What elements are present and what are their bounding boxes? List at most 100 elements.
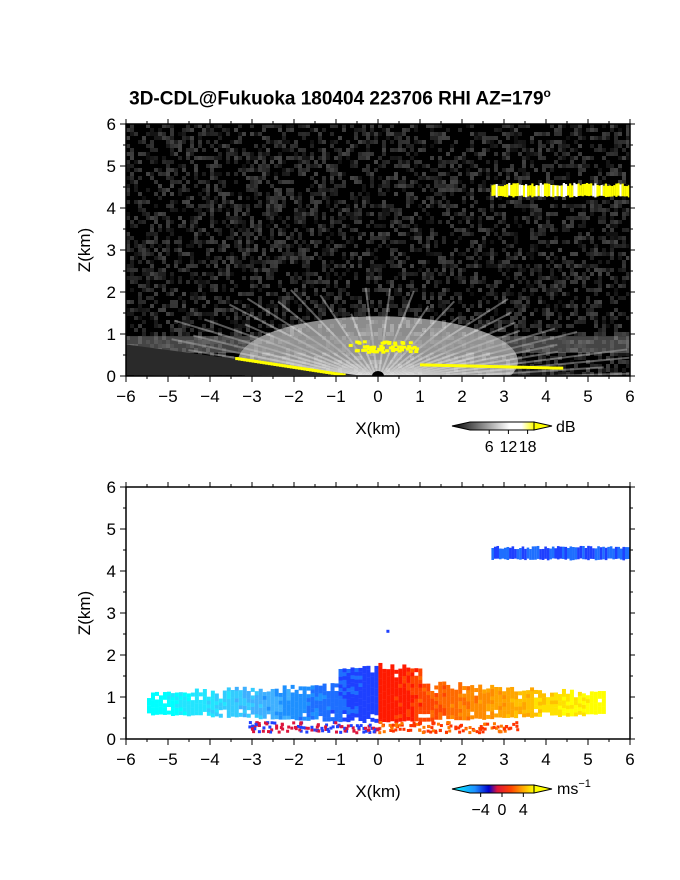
echo-streak <box>389 329 521 376</box>
noise-pixel <box>590 272 594 276</box>
echo-streak <box>384 298 509 376</box>
velocity-pixel <box>378 666 383 671</box>
velocity-pixel <box>442 700 447 705</box>
velocity-pixel <box>194 707 199 712</box>
velocity-pixel <box>386 718 391 723</box>
noise-pixel <box>298 212 302 216</box>
noise-pixel <box>538 240 542 244</box>
cloud-layer-pixel <box>594 183 597 198</box>
noise-pixel <box>238 220 242 224</box>
ground-echo-pixel <box>527 365 532 369</box>
noise-pixel <box>322 156 326 160</box>
noise-pixel <box>382 208 386 212</box>
noise-pixel <box>146 252 150 256</box>
noise-pixel <box>178 268 182 272</box>
noise-pixel <box>354 244 358 248</box>
velocity-pixel <box>194 696 199 701</box>
velocity-pixel <box>310 700 315 705</box>
noise-pixel <box>530 232 534 236</box>
velocity-pixel <box>358 713 363 718</box>
velocity-pixel <box>538 709 543 714</box>
velocity-pixel <box>522 705 527 710</box>
velocity-pixel <box>474 703 479 708</box>
noise-pixel <box>190 272 194 276</box>
noise-pixel <box>514 148 518 152</box>
noise-pixel <box>154 292 158 296</box>
noise-pixel <box>186 172 190 176</box>
noise-pixel <box>594 300 598 304</box>
noise-pixel <box>246 252 250 256</box>
velocity-pixel-lowlevel <box>503 729 507 733</box>
velocity-pixel <box>378 670 383 675</box>
noise-pixel <box>298 236 302 240</box>
noise-pixel <box>314 240 318 244</box>
velocity-pixel <box>438 685 443 690</box>
noise-pixel <box>458 188 462 192</box>
noise-pixel <box>426 204 430 208</box>
velocity-pixel <box>330 702 335 707</box>
noise-pixel <box>586 252 590 256</box>
velocity-pixel <box>542 693 547 698</box>
velocity-pixel <box>470 707 475 712</box>
noise-pixel <box>598 272 602 276</box>
noise-pixel <box>218 136 222 140</box>
velocity-pixel <box>398 676 403 681</box>
velocity-pixel <box>414 698 419 703</box>
noise-pixel <box>406 196 410 200</box>
noise-pixel <box>126 308 130 312</box>
noise-pixel <box>458 156 462 160</box>
noise-pixel <box>558 264 562 268</box>
noise-pixel <box>270 160 274 164</box>
noise-pixel <box>274 196 278 200</box>
noise-pixel <box>134 184 138 188</box>
velocity-pixel <box>390 709 395 714</box>
strong-echo-pixel <box>384 349 389 353</box>
velocity-pixel <box>222 701 227 706</box>
noise-pixel <box>266 256 270 260</box>
velocity-pixel <box>510 709 515 714</box>
noise-pixel <box>138 204 142 208</box>
velocity-pixel <box>374 673 379 678</box>
noise-pixel <box>582 136 586 140</box>
noise-pixel <box>350 148 354 152</box>
velocity-pixel <box>569 704 574 709</box>
noise-pixel <box>270 196 274 200</box>
noise-pixel <box>406 152 410 156</box>
velocity-pixel <box>478 711 483 716</box>
ground-echo-pixel <box>235 357 240 361</box>
noise-pixel <box>518 180 522 184</box>
noise-pixel <box>354 144 358 148</box>
noise-pixel <box>582 164 586 168</box>
noise-pixel <box>574 236 578 240</box>
strong-echo-pixel <box>412 345 417 349</box>
velocity-pixel <box>386 688 391 693</box>
noise-pixel <box>362 232 366 236</box>
reflectivity-xtick-label: −5 <box>158 387 177 406</box>
noise-pixel <box>134 256 138 260</box>
noise-pixel <box>202 284 206 288</box>
noise-pixel <box>606 292 610 296</box>
noise-pixel <box>506 148 510 152</box>
ground-echo-pixel <box>505 365 510 369</box>
noise-pixel <box>142 268 146 272</box>
velocity-pixel <box>186 712 191 717</box>
velocity-pixel <box>242 713 247 718</box>
velocity-pixel <box>394 669 399 674</box>
cloud-layer-pixel <box>588 183 591 197</box>
noise-pixel <box>614 200 618 204</box>
noise-pixel <box>526 220 530 224</box>
noise-pixel <box>538 152 542 156</box>
noise-pixel <box>226 128 230 132</box>
velocity-pixel <box>342 668 347 673</box>
noise-pixel <box>250 264 254 268</box>
noise-pixel <box>262 160 266 164</box>
noise-pixel <box>138 304 142 308</box>
velocity-pixel <box>569 712 574 717</box>
velocity-pixel <box>438 693 443 698</box>
noise-pixel <box>450 160 454 164</box>
noise-pixel <box>182 292 186 296</box>
velocity-pixel <box>190 711 195 716</box>
noise-pixel <box>450 264 454 268</box>
noise-pixel <box>610 128 614 132</box>
noise-pixel <box>462 252 466 256</box>
